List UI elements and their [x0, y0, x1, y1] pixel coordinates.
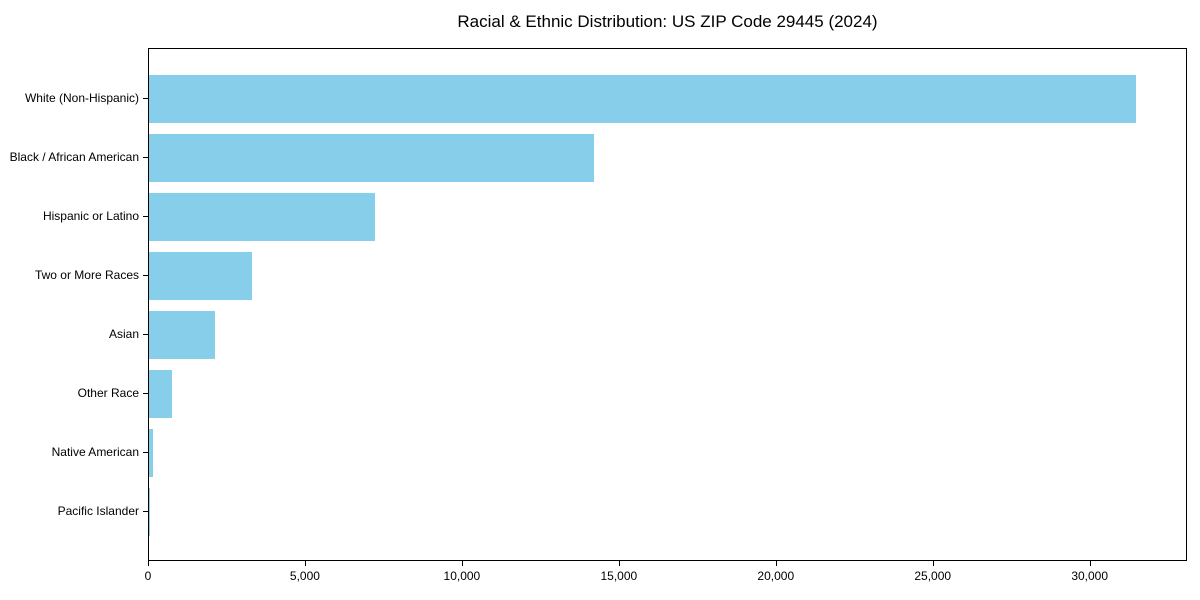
y-tick [143, 511, 148, 512]
x-tick [775, 561, 777, 566]
y-tick [143, 98, 148, 99]
y-tick [143, 452, 148, 453]
x-tick [461, 561, 463, 566]
bar-native-american [149, 429, 153, 477]
x-tick-label: 25,000 [914, 569, 952, 583]
y-axis-label: Pacific Islander [57, 504, 139, 518]
x-tick-label: 15,000 [600, 569, 638, 583]
bar-white-non-hispanic [149, 75, 1136, 123]
x-tick [932, 561, 934, 566]
bar-pacific-islander [149, 488, 150, 536]
bar-asian [149, 311, 215, 359]
y-tick [143, 157, 148, 158]
x-tick [304, 561, 306, 566]
y-tick [143, 216, 148, 217]
y-axis-label: Other Race [77, 386, 139, 400]
x-tick [618, 561, 620, 566]
x-tick-label: 30,000 [1071, 569, 1109, 583]
y-axis-label: Hispanic or Latino [42, 209, 139, 223]
x-tick [1089, 561, 1091, 566]
y-axis-label: Two or More Races [34, 268, 139, 282]
bar-two-or-more-races [149, 252, 253, 300]
x-tick-label: 10,000 [443, 569, 481, 583]
y-axis-label: White (Non-Hispanic) [24, 91, 139, 105]
y-tick [143, 275, 148, 276]
y-tick [143, 334, 148, 335]
y-axis-label: Asian [108, 327, 139, 341]
x-tick [148, 561, 149, 566]
x-tick-label: 0 [144, 569, 152, 583]
x-tick-label: 20,000 [757, 569, 795, 583]
y-axis-label: Black / African American [9, 150, 139, 164]
bar-hispanic-or-latino [149, 193, 375, 241]
chart-title: Racial & Ethnic Distribution: US ZIP Cod… [457, 12, 878, 31]
bar-other-race [149, 370, 173, 418]
y-axis-label: Native American [51, 445, 139, 459]
bar-black-african-american [149, 134, 594, 182]
y-tick [143, 393, 148, 394]
plot-area [148, 48, 1187, 561]
x-tick-label: 5,000 [289, 569, 320, 583]
